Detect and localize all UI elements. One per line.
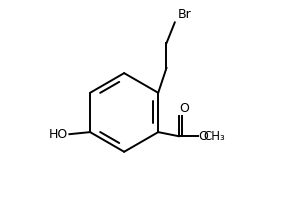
Text: O: O (198, 130, 208, 143)
Text: HO: HO (49, 128, 68, 141)
Text: Br: Br (177, 8, 191, 21)
Text: O: O (179, 102, 190, 114)
Text: CH₃: CH₃ (203, 130, 225, 143)
